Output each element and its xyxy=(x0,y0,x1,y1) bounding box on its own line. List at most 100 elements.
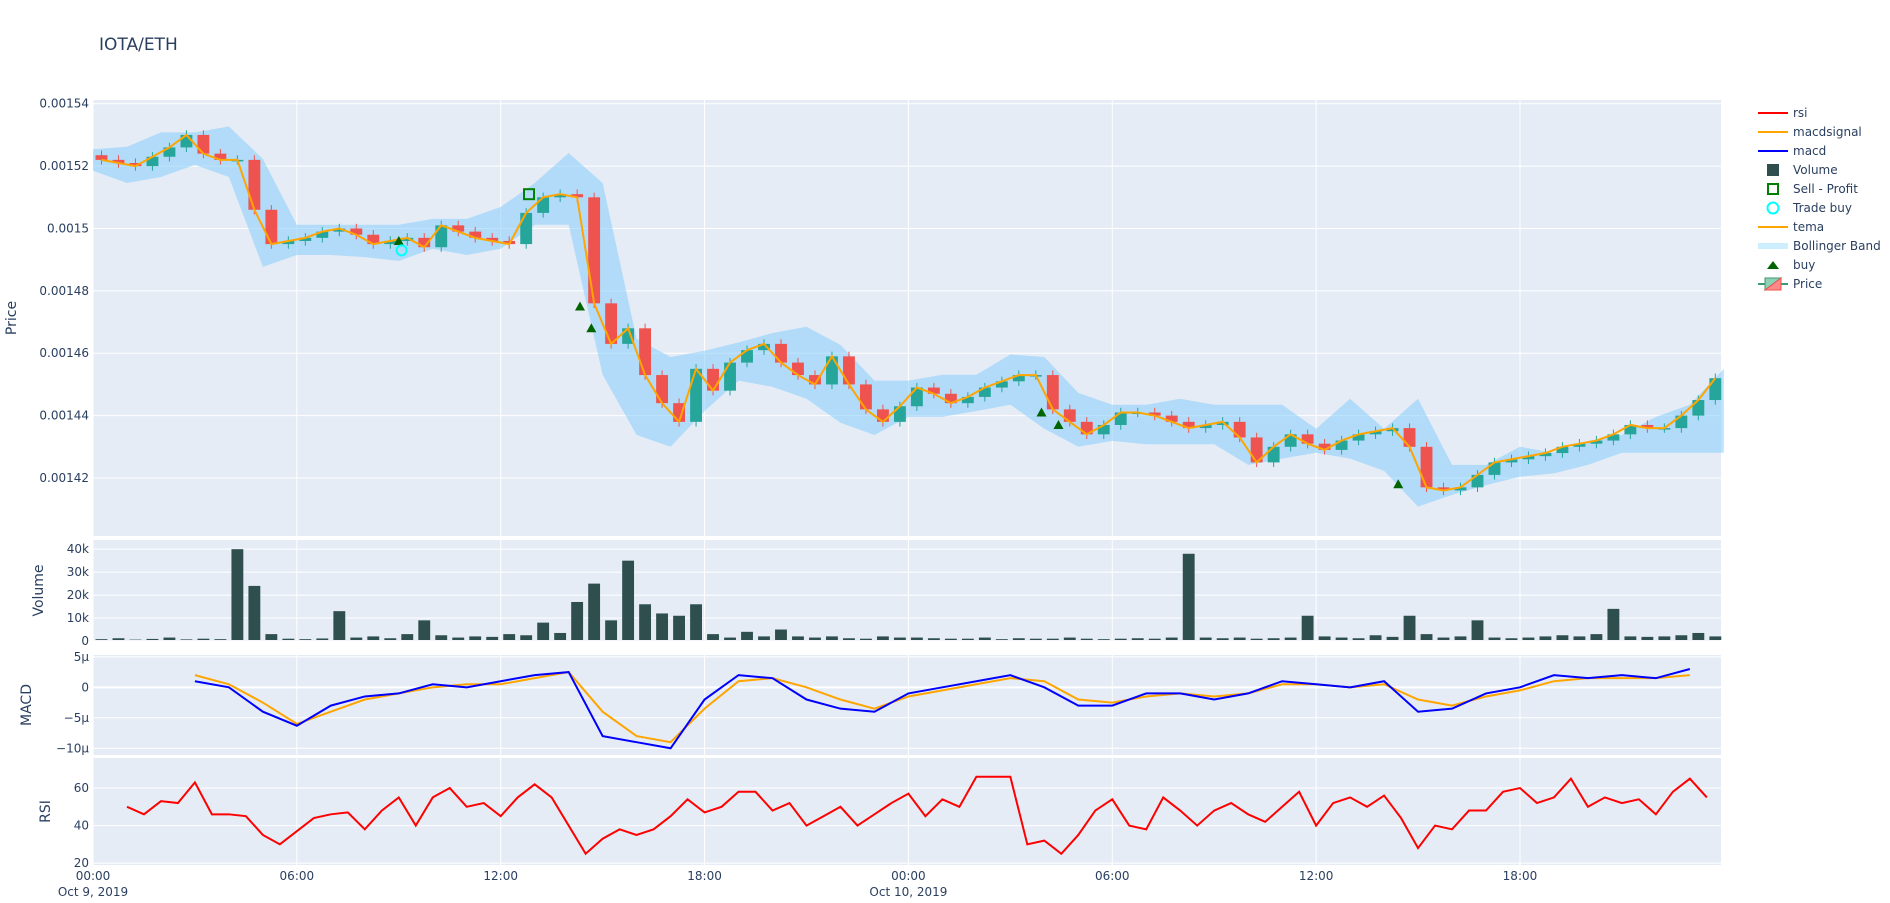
volume-bar xyxy=(978,637,991,640)
y-axis-title-price: Price xyxy=(4,301,20,335)
candle-body xyxy=(248,159,261,210)
legend-item-tema[interactable]: tema xyxy=(1758,220,1824,234)
candle-body xyxy=(1471,474,1484,488)
svg-text:Volume: Volume xyxy=(1793,163,1838,177)
volume-bar xyxy=(231,549,244,640)
panel-volume-background xyxy=(93,540,1721,641)
candle-body xyxy=(129,162,142,167)
candle-body xyxy=(622,328,635,344)
candle-body xyxy=(1454,487,1467,491)
candle-body xyxy=(1250,437,1263,463)
volume-bar xyxy=(197,638,210,640)
candle-body xyxy=(452,225,465,232)
candle-body xyxy=(1420,446,1433,488)
candle-body xyxy=(180,134,193,148)
volume-bar xyxy=(367,636,380,640)
candle-body xyxy=(910,387,923,407)
y-axis-title-volume: Volume xyxy=(31,564,47,616)
volume-bar xyxy=(1216,638,1229,640)
candle-body xyxy=(690,368,702,422)
volume-bar xyxy=(1641,636,1654,640)
svg-text:tema: tema xyxy=(1793,220,1824,234)
legend-item-price[interactable]: Price xyxy=(1758,277,1822,291)
svg-text:macdsignal: macdsignal xyxy=(1793,125,1862,139)
candle-body xyxy=(1216,421,1229,425)
candle-body xyxy=(1233,421,1246,438)
legend-item-bollinger-band[interactable]: Bollinger Band xyxy=(1758,239,1881,253)
x-tick-label: 06:00 xyxy=(1095,869,1130,883)
legend-item-rsi[interactable]: rsi xyxy=(1758,106,1808,120)
volume-bar xyxy=(1012,638,1025,640)
x-tick-label: 18:00 xyxy=(687,869,722,883)
candle-body xyxy=(112,159,125,163)
candle-body xyxy=(1318,443,1331,450)
volume-bar xyxy=(1437,637,1450,640)
candle-body xyxy=(859,384,872,410)
volume-bar xyxy=(826,636,838,640)
volume-bar xyxy=(809,637,821,640)
buy-signal-marker xyxy=(1053,419,1064,429)
y-tick-label-volume: 30k xyxy=(67,565,89,579)
x-tick-label: 12:00 xyxy=(483,869,518,883)
volume-bar xyxy=(435,635,448,640)
volume-bar xyxy=(214,639,227,640)
sell-profit-marker xyxy=(523,188,536,201)
volume-bar xyxy=(503,634,516,640)
candle-body xyxy=(1148,412,1161,416)
legend-item-trade-buy[interactable]: Trade buy xyxy=(1766,201,1853,215)
volume-bar xyxy=(95,639,108,640)
volume-bar xyxy=(554,632,567,640)
tema-line xyxy=(101,133,1717,492)
legend-item-macd[interactable]: macd xyxy=(1758,144,1826,158)
volume-bar xyxy=(520,635,533,640)
volume-bar xyxy=(112,638,125,640)
volume-bar xyxy=(1505,638,1518,640)
volume-bar xyxy=(656,613,669,640)
candle-body xyxy=(639,328,652,376)
volume-bar xyxy=(1573,636,1586,640)
candle-body xyxy=(588,197,601,304)
candle-body xyxy=(1692,400,1705,416)
volume-bar xyxy=(1590,634,1603,640)
volume-bar xyxy=(910,637,923,640)
legend[interactable]: rsi macdsignal macd Volume Sell - Profit… xyxy=(1758,106,1881,291)
candle-body xyxy=(1369,431,1382,435)
volume-bar xyxy=(1267,638,1280,640)
legend-item-buy[interactable]: buy xyxy=(1767,258,1815,272)
legend-item-sell-profit[interactable]: Sell - Profit xyxy=(1767,182,1858,196)
y-tick-label-price: 0.00142 xyxy=(39,471,89,485)
legend-item-macdsignal[interactable]: macdsignal xyxy=(1758,125,1862,139)
volume-bar xyxy=(1624,636,1637,640)
candle-body xyxy=(571,194,584,198)
candle-body xyxy=(1709,378,1722,401)
candle-body xyxy=(1284,434,1297,447)
volume-bar xyxy=(418,620,431,640)
volume-bar xyxy=(537,622,550,640)
buy-signal-marker xyxy=(1036,407,1047,417)
candle-body xyxy=(333,228,346,232)
volume-bar xyxy=(1029,638,1042,640)
volume-bar xyxy=(299,639,312,640)
volume-bar xyxy=(248,585,261,640)
volume-bar xyxy=(758,636,770,640)
volume-bar xyxy=(707,634,719,640)
candle-body xyxy=(1675,415,1688,429)
candle-body xyxy=(1182,421,1195,429)
volume-bar xyxy=(469,636,482,640)
svg-text:Trade buy: Trade buy xyxy=(1792,201,1852,215)
y-tick-label-macd: 5μ xyxy=(74,650,90,664)
volume-bar xyxy=(1471,620,1484,640)
y-axis-title-macd: MACD xyxy=(19,684,35,726)
candle-body xyxy=(350,228,363,235)
legend-item-volume[interactable]: Volume xyxy=(1767,163,1838,177)
candle-body xyxy=(265,209,278,245)
volume-bar xyxy=(1522,637,1535,640)
y-tick-label-volume: 10k xyxy=(67,611,89,625)
buy-signal-marker xyxy=(574,301,585,311)
volume-bar xyxy=(639,604,652,640)
candle-body xyxy=(1097,424,1110,435)
volume-bar xyxy=(316,638,329,640)
